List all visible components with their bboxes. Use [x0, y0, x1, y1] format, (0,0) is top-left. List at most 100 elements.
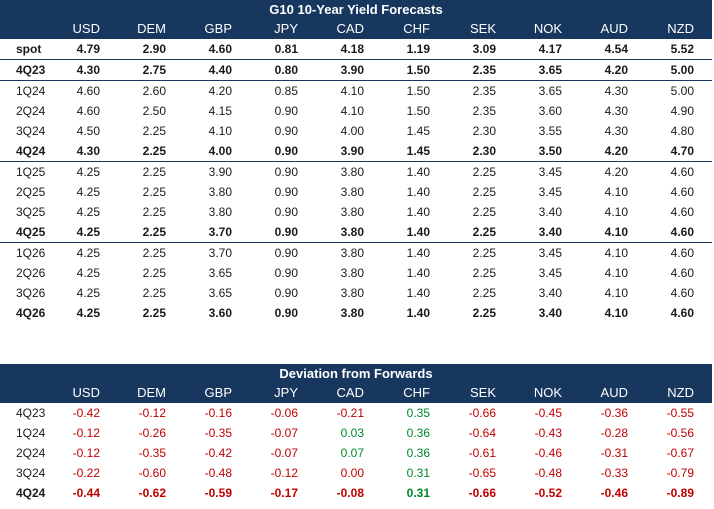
- column-header-gbp: GBP: [204, 21, 232, 36]
- table-cell: 4.15: [208, 104, 232, 118]
- header-corner: [0, 383, 52, 403]
- row-label: 1Q26: [16, 246, 46, 260]
- column-header-sek: SEK: [469, 385, 496, 400]
- table-row: 3Q25 4.25 2.25 3.80 0.90 3.80 1.40 2.25 3.40 4.10…: [0, 202, 712, 222]
- table-cell: 3.80: [340, 286, 364, 300]
- table-cell: 4.25: [76, 205, 100, 219]
- table-cell: 2.25: [472, 185, 496, 199]
- table-cell: 2.25: [142, 144, 166, 158]
- table-cell: 4.18: [340, 42, 364, 56]
- table-cell: 2.90: [142, 42, 166, 56]
- column-header-chf: CHF: [403, 21, 430, 36]
- table-cell: 4.10: [604, 266, 628, 280]
- table-cell: 4.60: [670, 246, 694, 260]
- table-cell: 2.25: [142, 124, 166, 138]
- table-cell: -0.52: [534, 486, 562, 500]
- table-cell: 2.75: [142, 63, 166, 77]
- table-cell: 4.25: [76, 165, 100, 179]
- table-cell: 3.40: [538, 286, 562, 300]
- column-header-nzd: NZD: [667, 21, 694, 36]
- row-label: 1Q24: [16, 426, 46, 440]
- table-cell: 3.65: [538, 84, 562, 98]
- table-cell: 4.25: [76, 246, 100, 260]
- row-label: 4Q25: [16, 225, 46, 239]
- row-label: 2Q24: [16, 104, 46, 118]
- row-label: 4Q26: [16, 306, 46, 320]
- table-cell: 3.80: [208, 185, 232, 199]
- table-cell: -0.12: [270, 466, 298, 480]
- table-cell: -0.16: [204, 406, 232, 420]
- table-cell: -0.12: [138, 406, 166, 420]
- table-cell: -0.44: [72, 486, 100, 500]
- table-cell: 1.40: [406, 306, 430, 320]
- table-cell: 4.60: [670, 205, 694, 219]
- table-cell: 3.80: [340, 205, 364, 219]
- table-cell: -0.33: [600, 466, 628, 480]
- table-cell: 2.60: [142, 84, 166, 98]
- table-cell: 4.60: [76, 104, 100, 118]
- table-row: spot 4.79 2.90 4.60 0.81 4.18 1.19 3.09 4.17 4.54…: [0, 39, 712, 59]
- row-label: 4Q23: [16, 406, 46, 420]
- table-cell: -0.07: [270, 446, 298, 460]
- table-cell: -0.48: [204, 466, 232, 480]
- row-label: 4Q23: [16, 63, 46, 77]
- column-header-gbp: GBP: [204, 385, 232, 400]
- table-cell: -0.31: [600, 446, 628, 460]
- table-cell: 3.45: [538, 165, 562, 179]
- table-cell: 2.30: [472, 124, 496, 138]
- table-row: 1Q24 4.60 2.60 4.20 0.85 4.10 1.50 2.35 3.65 4.30…: [0, 80, 712, 101]
- table-cell: 2.25: [142, 205, 166, 219]
- table-cell: 3.45: [538, 185, 562, 199]
- table-cell: -0.79: [666, 466, 694, 480]
- table-cell: -0.12: [72, 446, 100, 460]
- table-cell: -0.46: [600, 486, 628, 500]
- table-cell: 4.60: [670, 185, 694, 199]
- table-cell: 4.54: [604, 42, 628, 56]
- table-cell: -0.06: [270, 406, 298, 420]
- table-row: 2Q25 4.25 2.25 3.80 0.90 3.80 1.40 2.25 3.45 4.10…: [0, 182, 712, 202]
- column-header-nok: NOK: [533, 385, 562, 400]
- table-cell: 4.20: [208, 84, 232, 98]
- table-cell: 4.30: [76, 144, 100, 158]
- table-cell: 1.40: [406, 286, 430, 300]
- table-cell: 5.00: [670, 84, 694, 98]
- table-cell: 4.60: [208, 42, 232, 56]
- table-cell: -0.12: [72, 426, 100, 440]
- table-cell: 0.03: [340, 426, 364, 440]
- table-cell: 3.80: [340, 225, 364, 239]
- table-cell: 0.90: [274, 104, 298, 118]
- table-cell: 4.10: [340, 104, 364, 118]
- table-cell: -0.64: [468, 426, 496, 440]
- table-cell: 3.40: [538, 205, 562, 219]
- table-cell: 3.65: [538, 63, 562, 77]
- table-row: 4Q23 4.30 2.75 4.40 0.80 3.90 1.50 2.35 3.65 4.20…: [0, 59, 712, 80]
- table-cell: 4.10: [604, 225, 628, 239]
- column-header-usd: USD: [72, 385, 100, 400]
- table-cell: 2.25: [472, 165, 496, 179]
- table-cell: 3.90: [340, 144, 364, 158]
- table-cell: 0.36: [406, 446, 430, 460]
- column-header-nzd: NZD: [667, 385, 694, 400]
- table-cell: 4.60: [670, 306, 694, 320]
- table-cell: -0.61: [468, 446, 496, 460]
- table-row: 3Q24 -0.22 -0.60 -0.48 -0.12 0.00 0.31 -0.65 -0.…: [0, 463, 712, 483]
- table-cell: -0.65: [468, 466, 496, 480]
- column-header-jpy: JPY: [274, 385, 298, 400]
- table-cell: 3.90: [340, 63, 364, 77]
- column-header-aud: AUD: [600, 21, 628, 36]
- table-row: 2Q24 4.60 2.50 4.15 0.90 4.10 1.50 2.35 3.60 4.30…: [0, 101, 712, 121]
- table-cell: 4.25: [76, 286, 100, 300]
- table-cell: 3.90: [208, 165, 232, 179]
- header-corner: [0, 19, 52, 39]
- table-cell: 2.25: [142, 225, 166, 239]
- table-cell: 4.60: [670, 165, 694, 179]
- table-cell: -0.08: [336, 486, 364, 500]
- table-cell: 4.10: [604, 306, 628, 320]
- table-cell: 2.50: [142, 104, 166, 118]
- table-row: 3Q24 4.50 2.25 4.10 0.90 4.00 1.45 2.30 3.55 4.30…: [0, 121, 712, 141]
- table-cell: 1.45: [406, 124, 430, 138]
- table-row: 4Q23 -0.42 -0.12 -0.16 -0.06 -0.21 0.35 -0.66 -0…: [0, 403, 712, 423]
- table-cell: 0.90: [274, 266, 298, 280]
- table-cell: -0.28: [600, 426, 628, 440]
